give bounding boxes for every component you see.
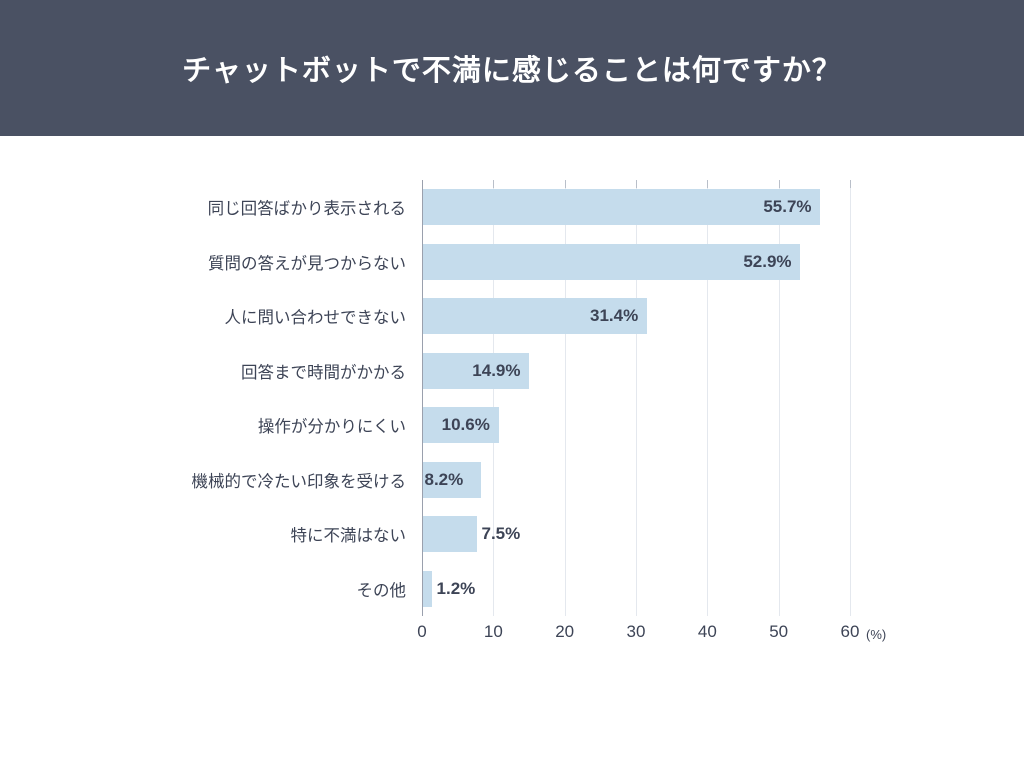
category-label: 同じ回答ばかり表示される [207,200,406,219]
bar-row: 55.7% [422,189,850,226]
bar [423,352,530,389]
bar-row: 1.2% [422,570,850,607]
gridline-60 [850,180,851,616]
bar-value-label: 8.2% [424,469,464,489]
category-label: 質問の答えが見つからない [208,254,406,273]
x-tick-label: 60 [840,622,860,641]
plot-area: 55.7% 52.9% 31.4% 14.9% 10.6% 8.2% 7.5% 1.2% [422,180,851,616]
bar [423,189,821,226]
category-label: その他 [356,581,407,600]
bar [423,407,499,444]
category-label: 特に不満はない [290,527,407,546]
bar-row: 31.4% [422,298,850,335]
chart-area: 同じ回答ばかり表示される 質問の答えが見つからない人に問い合わせできない回答まで時… [0,136,1024,768]
bar [423,243,801,280]
x-axis: 0 10 20 30 40 50 60 (%) [0,622,1024,662]
bar-row: 14.9% [422,352,850,389]
gridline-20 [564,180,566,616]
x-tick-label: 10 [483,622,503,641]
bar-value-label: 31.4% [589,306,639,326]
header-band: チャットボットで不満に感じることは何ですか？ [0,0,1024,136]
bar-value-label: 52.9% [743,251,792,271]
x-tick-label: 40 [697,622,717,641]
gridline-10 [493,180,495,616]
bar-value-label: 14.9% [472,360,521,380]
bar-row: 10.6% [422,407,850,444]
bar [423,461,482,498]
bar-row: 52.9% [422,243,850,280]
gridline-40 [707,180,709,616]
bar [423,570,432,607]
gridline-30 [636,180,637,616]
category-label: 操作が分かりにくい [257,418,406,437]
gridline-50 [778,180,780,616]
x-tick-label: 30 [626,622,646,641]
y-axis-line [422,180,423,616]
bar-value-label: 10.6% [441,415,490,435]
x-tick-label: 20 [555,622,575,641]
category-label: 機械的で冷たい印象を受ける [191,472,407,491]
x-tick-label: 0 [417,622,427,641]
bar-value-label: 55.7% [763,197,812,217]
bar-value-label: 7.5% [481,524,521,544]
bar-row: 8.2% [422,461,850,498]
x-axis-unit-label: (%) [866,627,887,642]
x-tick-label: 50 [769,622,789,641]
bar-row-group: 55.7% 52.9% 31.4% 14.9% 10.6% 8.2% 7.5% 1.2% [422,180,850,616]
category-label: 回答まで時間がかかる [241,363,406,382]
bar [423,298,647,335]
category-label: 人に問い合わせできない [224,309,407,328]
bar [423,516,477,553]
bar-row: 7.5% [422,516,850,553]
page-title: チャットボットで不満に感じることは何ですか？ [182,55,842,87]
bar-value-label: 1.2% [436,578,476,598]
